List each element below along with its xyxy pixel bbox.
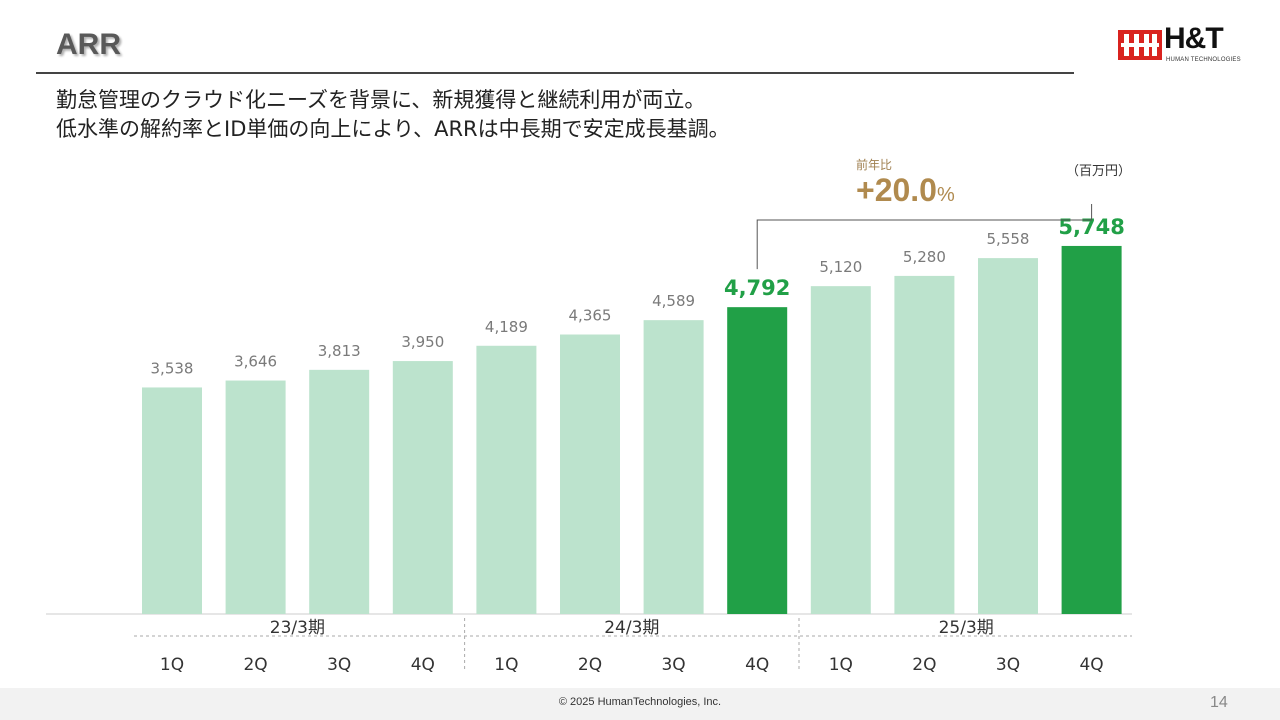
yoy-bracket — [756, 203, 1093, 270]
bar-value-label-1: 3,538 — [151, 359, 194, 377]
bar-value-label-6: 4,365 — [569, 306, 612, 324]
quarter-label-12: 4Q — [1079, 655, 1103, 675]
bar-8 — [727, 307, 788, 614]
bar-2 — [225, 380, 286, 614]
bar-11 — [978, 258, 1038, 614]
bar-3 — [309, 369, 370, 614]
bar-value-label-11: 5,558 — [987, 230, 1030, 248]
yoy-suffix: % — [936, 184, 955, 206]
page-title: ARR — [56, 28, 121, 61]
title-divider — [36, 72, 1074, 74]
headline-line-2: 低水準の解約率とID単価の向上により、ARRは中長期で安定成長基調。 — [56, 117, 730, 141]
bar-value-label-5: 4,189 — [485, 318, 528, 336]
arr-bar-chart: 3,538 3,646 3,813 3,950 4,189 4,365 4,589 4,792… — [46, 203, 1132, 675]
bar-value-label-4: 3,950 — [401, 333, 444, 351]
bar-value-label-8: 4,792 — [724, 276, 790, 300]
quarter-label-8: 4Q — [745, 655, 769, 675]
bar-7 — [643, 320, 704, 614]
bar-5 — [476, 345, 537, 614]
yoy-label: 前年比 — [856, 158, 893, 172]
bar-12 — [1061, 245, 1122, 615]
bar-6 — [560, 334, 620, 614]
quarter-label-2: 2Q — [243, 655, 267, 675]
logo-subtext: HUMAN TECHNOLOGIES — [1166, 57, 1241, 63]
bar-value-label-10: 5,280 — [903, 248, 946, 266]
unit-label: （百万円） — [1066, 164, 1132, 179]
yoy-number: +20.0 — [856, 172, 937, 208]
bar-value-label-9: 5,120 — [819, 258, 862, 276]
quarter-label-11: 3Q — [996, 655, 1020, 675]
quarter-label-1: 1Q — [160, 655, 184, 675]
bar-1 — [142, 387, 202, 614]
yoy-value: +20.0% — [856, 172, 955, 209]
period-label-3: 25/3期 — [939, 618, 994, 638]
quarter-label-3: 3Q — [327, 655, 351, 675]
logo-text: H&T — [1164, 22, 1224, 55]
footer-bar — [0, 688, 1280, 720]
bar-9 — [810, 286, 871, 614]
quarter-label-7: 3Q — [661, 655, 685, 675]
bar-value-label-7: 4,589 — [652, 292, 695, 310]
bar-value-label-2: 3,646 — [234, 353, 277, 371]
quarter-label-4: 4Q — [411, 655, 435, 675]
bar-value-label-3: 3,813 — [318, 342, 361, 360]
quarter-label-5: 1Q — [494, 655, 518, 675]
page-number: 14 — [1210, 694, 1228, 711]
headline-line-1: 勤怠管理のクラウド化ニーズを背景に、新規獲得と継続利用が両立。 — [56, 88, 706, 112]
copyright: © 2025 HumanTechnologies, Inc. — [558, 696, 722, 708]
quarter-label-9: 1Q — [829, 655, 853, 675]
bar-10 — [894, 275, 955, 614]
period-label-2: 24/3期 — [604, 618, 659, 638]
bar-4 — [392, 361, 453, 614]
quarter-label-6: 2Q — [578, 655, 602, 675]
period-label-1: 23/3期 — [270, 618, 325, 638]
quarter-label-10: 2Q — [912, 655, 936, 675]
company-logo-icon — [1118, 30, 1162, 60]
headline: 勤怠管理のクラウド化ニーズを背景に、新規獲得と継続利用が両立。 低水準の解約率と… — [56, 86, 730, 144]
